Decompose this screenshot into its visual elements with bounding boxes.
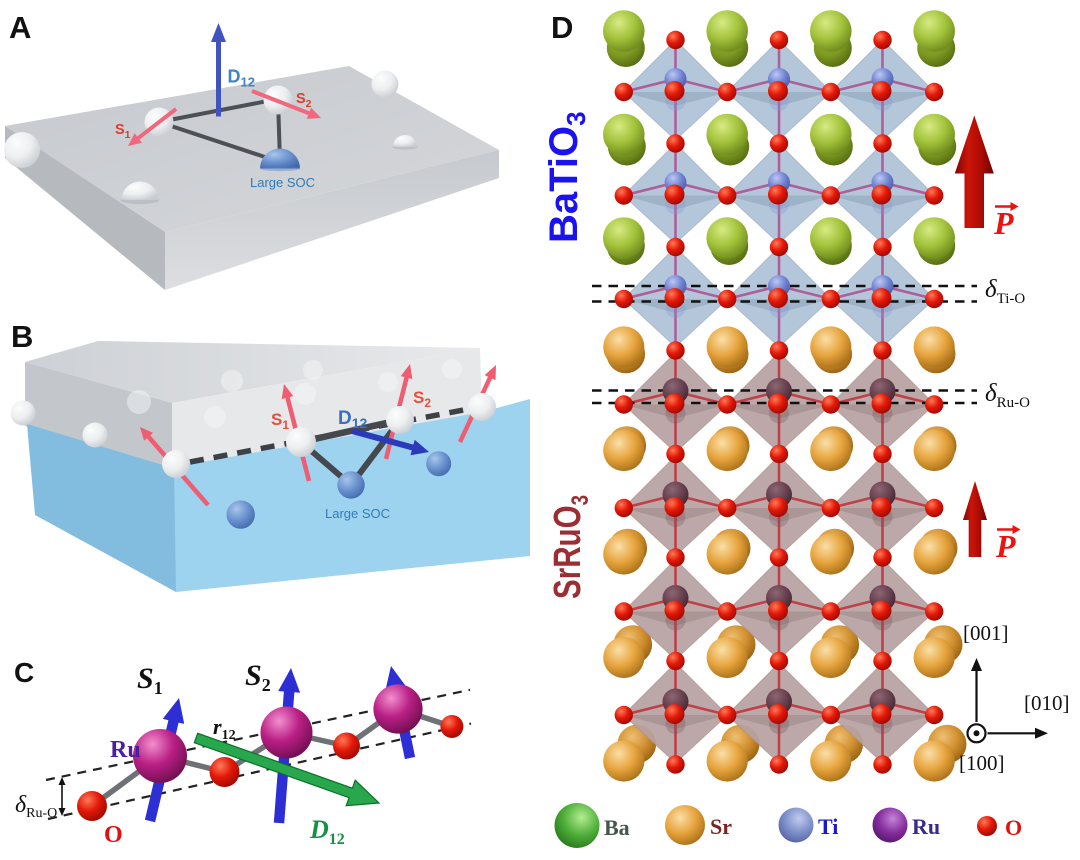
svg-text:O: O: [1005, 815, 1022, 840]
svg-text:O: O: [104, 822, 123, 848]
svg-text:[001]: [001]: [963, 621, 1009, 645]
svg-text:[010]: [010]: [1024, 691, 1070, 715]
svg-text:SrRuO3: SrRuO3: [547, 495, 594, 599]
svg-text:B: B: [11, 319, 33, 354]
svg-text:P: P: [995, 528, 1016, 564]
svg-text:A: A: [9, 10, 31, 45]
svg-text:D: D: [551, 10, 573, 45]
svg-text:Ru: Ru: [912, 814, 940, 839]
svg-text:C: C: [14, 657, 34, 688]
svg-text:Ba: Ba: [604, 815, 630, 840]
svg-text:Sr: Sr: [710, 814, 732, 839]
svg-text:[100]: [100]: [959, 751, 1005, 775]
svg-text:Large SOC: Large SOC: [250, 175, 315, 190]
svg-text:BaTiO3: BaTiO3: [542, 111, 591, 243]
svg-text:Ru: Ru: [110, 737, 141, 763]
svg-text:Large SOC: Large SOC: [325, 506, 390, 521]
svg-text:Ti: Ti: [818, 814, 838, 839]
svg-text:P: P: [993, 205, 1014, 241]
